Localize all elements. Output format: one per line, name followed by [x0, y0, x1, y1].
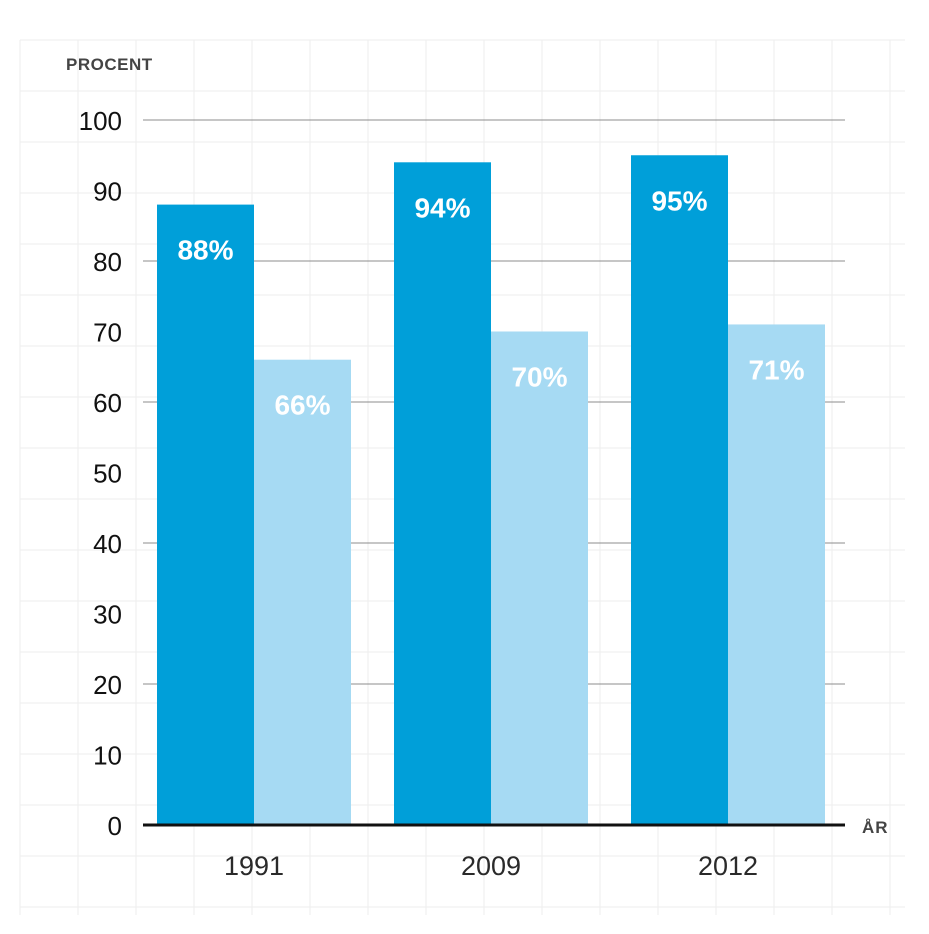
data-label-2009-series-1: 94%	[414, 192, 470, 223]
data-label-2012-series-1: 95%	[651, 185, 707, 216]
y-tick-label-30: 30	[93, 600, 122, 630]
y-tick-label-0: 0	[108, 811, 122, 841]
bar-2009-series-1	[394, 162, 491, 826]
y-axis-ticks: 0 10 20 30 40 50 60 70 80 90 100	[79, 106, 122, 841]
data-label-1991-series-2: 66%	[274, 390, 330, 421]
y-axis-label: PROCENT	[66, 55, 153, 74]
x-tick-label-1991: 1991	[224, 851, 284, 881]
x-tick-label-2012: 2012	[698, 851, 758, 881]
bar-1991-series-1	[157, 204, 254, 826]
bar-2012-series-1	[631, 155, 728, 825]
y-tick-label-50: 50	[93, 459, 122, 489]
y-tick-label-40: 40	[93, 529, 122, 559]
data-label-1991-series-1: 88%	[177, 235, 233, 266]
x-axis-label: ÅR	[862, 818, 889, 837]
data-label-2009-series-2: 70%	[511, 362, 567, 393]
bar-2009-series-2	[491, 331, 588, 825]
bar-2012-series-2	[728, 324, 825, 825]
y-tick-label-100: 100	[79, 106, 122, 136]
bars: 88% 66% 94% 70% 95% 71%	[157, 155, 825, 826]
x-tick-label-2009: 2009	[461, 851, 521, 881]
y-tick-label-10: 10	[93, 741, 122, 771]
data-label-2012-series-2: 71%	[748, 354, 804, 385]
x-axis-ticks: 1991 2009 2012	[224, 851, 758, 881]
y-tick-label-80: 80	[93, 247, 122, 277]
y-tick-label-90: 90	[93, 177, 122, 207]
bar-1991-series-2	[254, 359, 351, 825]
y-tick-label-70: 70	[93, 318, 122, 348]
y-tick-label-60: 60	[93, 388, 122, 418]
y-tick-label-20: 20	[93, 670, 122, 700]
